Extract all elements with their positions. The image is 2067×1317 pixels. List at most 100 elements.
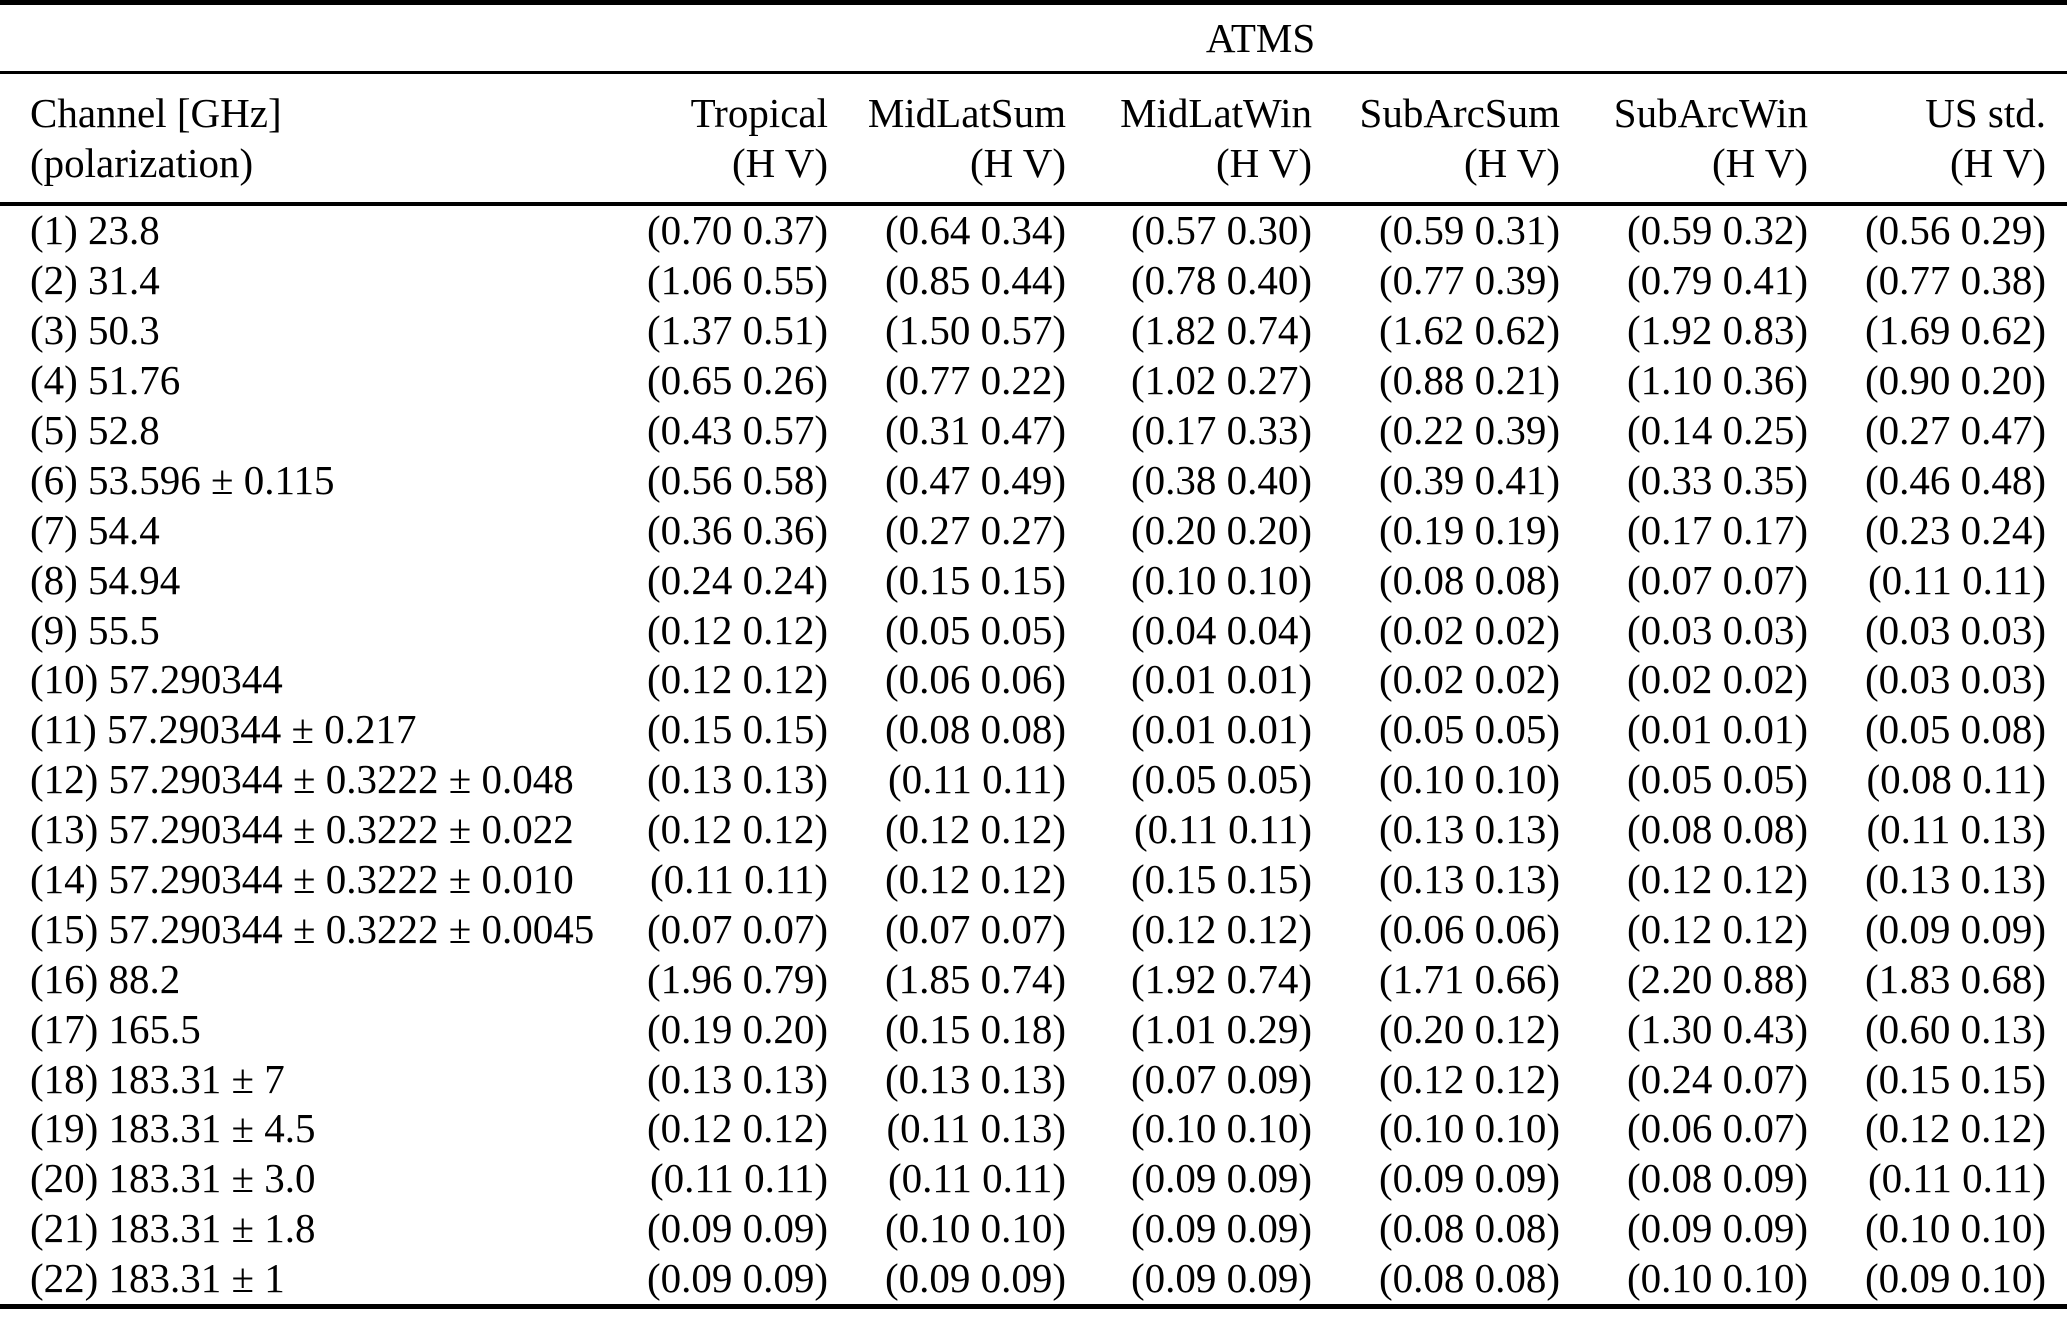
table-row: (3) 50.3 (1.37 0.51) (1.50 0.57) (1.82 0.74… (0, 306, 2067, 356)
table-title: ATMS (1205, 15, 1316, 61)
column-label: MidLatSum (867, 89, 1066, 136)
hv-value-cell: (0.11 0.11) (649, 1155, 828, 1202)
hv-value-cell: (0.78 0.40) (1130, 257, 1312, 304)
hv-value-cell: (0.77 0.39) (1378, 257, 1560, 304)
channel-cell: (18) 183.31 ± 7 (30, 1055, 285, 1102)
hv-value-cell: (0.56 0.29) (1864, 207, 2046, 254)
hv-value-cell: (0.11 0.11) (1133, 806, 1312, 853)
hv-value-cell: (0.31 0.47) (884, 407, 1066, 453)
hv-value-cell: (0.59 0.31) (1378, 207, 1560, 254)
hv-value-cell: (1.62 0.62) (1378, 307, 1560, 354)
hv-value-cell: (0.12 0.12) (1626, 856, 1808, 903)
hv-value-cell: (0.14 0.25) (1626, 407, 1808, 453)
hv-value-cell: (0.09 0.10) (1864, 1255, 2046, 1302)
hv-value-cell: (0.01 0.01) (1130, 706, 1312, 753)
hv-value-cell: (0.15 0.15) (1130, 856, 1312, 903)
column-label: SubArcWin (1613, 89, 1808, 136)
channel-cell: (6) 53.596 ± 0.115 (30, 456, 335, 503)
hv-value-cell: (0.27 0.27) (884, 506, 1066, 553)
hv-value-cell: (2.20 0.88) (1626, 955, 1808, 1002)
data-table: Channel [GHz] (polarization) Tropical (H… (0, 74, 2067, 1304)
hv-value-cell: (0.64 0.34) (884, 207, 1066, 254)
hv-value-cell: (0.13 0.13) (884, 1055, 1066, 1102)
hv-value-cell: (0.06 0.06) (1378, 905, 1560, 952)
column-header-row: Channel [GHz] (polarization) Tropical (H… (0, 74, 2067, 206)
hv-value-cell: (0.05 0.05) (1130, 756, 1312, 803)
hv-value-cell: (0.39 0.41) (1378, 456, 1560, 503)
hv-value-cell: (0.06 0.07) (1626, 1105, 1808, 1152)
hv-value-cell: (0.60 0.13) (1864, 1005, 2046, 1052)
hv-value-cell: (0.03 0.03) (1864, 656, 2046, 703)
hv-value-cell: (0.06 0.06) (884, 656, 1066, 703)
hv-value-cell: (0.13 0.13) (646, 756, 828, 803)
column-header-usstd: US std. (H V) (1808, 74, 2067, 206)
column-sublabel: (H V) (1949, 140, 2046, 186)
table-row: (2) 31.4 (1.06 0.55) (0.85 0.44) (0.78 0.40… (0, 256, 2067, 306)
channel-cell: (14) 57.290344 ± 0.3222 ± 0.010 (30, 856, 574, 903)
hv-value-cell: (0.09 0.09) (646, 1255, 828, 1302)
hv-value-cell: (0.08 0.08) (884, 706, 1066, 753)
hv-value-cell: (0.13 0.13) (646, 1055, 828, 1102)
hv-value-cell: (0.88 0.21) (1378, 357, 1560, 404)
hv-value-cell: (1.02 0.27) (1130, 357, 1312, 404)
hv-value-cell: (0.22 0.39) (1378, 407, 1560, 453)
channel-column-header: Channel [GHz] (polarization) (0, 74, 620, 206)
channel-cell: (17) 165.5 (30, 1005, 201, 1052)
hv-value-cell: (1.96 0.79) (646, 955, 828, 1002)
hv-value-cell: (0.04 0.04) (1130, 606, 1312, 653)
table-row: (17) 165.5 (0.19 0.20) (0.15 0.18) (1.01 0.… (0, 1004, 2067, 1054)
hv-value-cell: (1.50 0.57) (884, 307, 1066, 354)
hv-value-cell: (0.57 0.30) (1130, 207, 1312, 254)
hv-value-cell: (0.01 0.01) (1130, 656, 1312, 703)
table-row: (6) 53.596 ± 0.115 (0.56 0.58) (0.47 0.49)… (0, 455, 2067, 505)
column-header-tropical: Tropical (H V) (620, 74, 828, 206)
hv-value-cell: (0.05 0.05) (884, 606, 1066, 653)
hv-value-cell: (0.09 0.09) (884, 1255, 1066, 1302)
hv-value-cell: (1.83 0.68) (1864, 955, 2046, 1002)
hv-value-cell: (0.07 0.07) (1626, 556, 1808, 603)
channel-cell: (11) 57.290344 ± 0.217 (30, 706, 417, 753)
table-row: (9) 55.5 (0.12 0.12) (0.05 0.05) (0.04 0.04… (0, 605, 2067, 655)
hv-value-cell: (0.08 0.11) (1866, 756, 2046, 803)
hv-value-cell: (0.20 0.12) (1378, 1005, 1560, 1052)
hv-value-cell: (0.10 0.10) (1130, 556, 1312, 603)
hv-value-cell: (1.10 0.36) (1626, 357, 1808, 404)
hv-value-cell: (0.05 0.08) (1864, 706, 2046, 753)
table-row: (14) 57.290344 ± 0.3222 ± 0.010 (0.11 0.1… (0, 855, 2067, 905)
hv-value-cell: (0.38 0.40) (1130, 456, 1312, 503)
hv-value-cell: (0.13 0.13) (1378, 806, 1560, 853)
column-header-midlatsum: MidLatSum (H V) (828, 74, 1066, 206)
hv-value-cell: (0.27 0.47) (1864, 407, 2046, 453)
hv-value-cell: (0.85 0.44) (884, 257, 1066, 304)
hv-value-cell: (0.77 0.38) (1864, 257, 2046, 304)
hv-value-cell: (1.37 0.51) (646, 307, 828, 354)
hv-value-cell: (0.36 0.36) (646, 506, 828, 553)
hv-value-cell: (0.09 0.09) (1626, 1205, 1808, 1252)
hv-value-cell: (0.15 0.15) (884, 556, 1066, 603)
hv-value-cell: (0.09 0.09) (1130, 1255, 1312, 1302)
column-label: SubArcSum (1359, 89, 1560, 136)
hv-value-cell: (0.12 0.12) (1864, 1105, 2046, 1152)
hv-value-cell: (0.12 0.12) (1378, 1055, 1560, 1102)
hv-value-cell: (0.24 0.07) (1626, 1055, 1808, 1102)
table-row: (16) 88.2 (1.96 0.79) (1.85 0.74) (1.92 0.7… (0, 954, 2067, 1004)
hv-value-cell: (0.11 0.11) (1867, 556, 2046, 603)
table-row: (12) 57.290344 ± 0.3222 ± 0.048 (0.13 0.1… (0, 755, 2067, 805)
hv-value-cell: (1.69 0.62) (1864, 307, 2046, 354)
hv-value-cell: (1.82 0.74) (1130, 307, 1312, 354)
hv-value-cell: (0.70 0.37) (646, 207, 828, 254)
hv-value-cell: (0.07 0.07) (884, 905, 1066, 952)
hv-value-cell: (0.12 0.12) (646, 656, 828, 703)
channel-cell: (21) 183.31 ± 1.8 (30, 1205, 316, 1252)
hv-value-cell: (0.23 0.24) (1864, 506, 2046, 553)
table-row: (19) 183.31 ± 4.5 (0.12 0.12) (0.11 0.13) (… (0, 1104, 2067, 1154)
table-row: (18) 183.31 ± 7 (0.13 0.13) (0.13 0.13) (0.… (0, 1054, 2067, 1104)
channel-cell: (19) 183.31 ± 4.5 (30, 1105, 316, 1152)
hv-value-cell: (0.17 0.33) (1130, 407, 1312, 453)
hv-value-cell: (0.47 0.49) (884, 456, 1066, 503)
table-row: (1) 23.8 (0.70 0.37) (0.64 0.34) (0.57 0.30… (0, 204, 2067, 256)
hv-value-cell: (0.08 0.08) (1378, 1255, 1560, 1302)
table-row: (20) 183.31 ± 3.0 (0.11 0.11) (0.11 0.11) (… (0, 1154, 2067, 1204)
channel-cell: (5) 52.8 (30, 407, 160, 453)
